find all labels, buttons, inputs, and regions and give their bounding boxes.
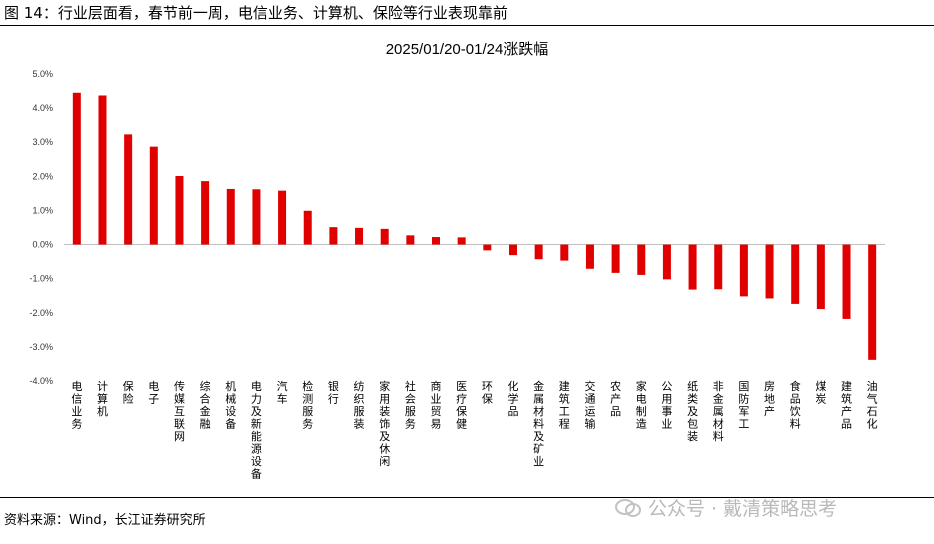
bar xyxy=(226,188,235,245)
x-category-label: 食品饮料 xyxy=(790,379,801,431)
bar xyxy=(637,244,646,275)
bar xyxy=(585,244,594,269)
x-category-label: 综合金融 xyxy=(200,379,211,431)
y-tick-label: 3.0% xyxy=(32,137,53,147)
bar xyxy=(380,228,389,245)
y-tick-label: 0.0% xyxy=(32,240,53,250)
y-tick-label: 1.0% xyxy=(32,205,53,215)
chart-title: 2025/01/20-01/24涨跌幅 xyxy=(386,41,549,58)
bar xyxy=(765,244,774,299)
bar xyxy=(816,244,825,310)
bar xyxy=(739,244,748,297)
y-tick-label: 4.0% xyxy=(32,103,53,113)
source-note: 资料来源：Wind，长江证券研究所 xyxy=(4,513,206,528)
x-category-label: 医疗保健 xyxy=(456,380,467,431)
x-category-label: 农产品 xyxy=(610,379,621,418)
x-category-label: 检测服务 xyxy=(302,379,313,431)
bar xyxy=(457,237,466,245)
x-category-label: 煤炭 xyxy=(815,380,826,406)
x-category-label: 纸类及包装 xyxy=(687,380,698,443)
bar xyxy=(329,227,338,245)
y-tick-label: -2.0% xyxy=(29,308,53,318)
bar xyxy=(611,244,620,273)
y-tick-label: 5.0% xyxy=(32,69,53,79)
x-category-label: 汽车 xyxy=(277,379,288,406)
x-category-label: 银行 xyxy=(328,379,339,406)
watermark: 公众号 · 戴清策略思考 xyxy=(614,494,837,521)
bar xyxy=(688,244,697,290)
wechat-icon xyxy=(615,499,641,517)
y-tick-label: -4.0% xyxy=(29,376,53,386)
bar xyxy=(278,190,287,245)
bar xyxy=(483,244,492,251)
x-category-label: 纺织服装 xyxy=(354,379,365,431)
bar xyxy=(355,227,364,245)
x-category-label: 国防军工 xyxy=(738,380,749,431)
bar xyxy=(842,244,851,319)
bar xyxy=(432,237,441,245)
y-tick-label: 2.0% xyxy=(32,171,53,181)
bar xyxy=(662,244,671,280)
bar xyxy=(124,134,133,245)
x-category-label: 环保 xyxy=(482,380,493,406)
bar xyxy=(201,181,210,245)
x-category-label: 油气石化 xyxy=(867,379,878,431)
x-category-label: 交通运输 xyxy=(584,379,595,431)
figure-title: 图 14：行业层面看，春节前一周，电信业务、计算机、保险等行业表现靠前 xyxy=(4,4,508,22)
x-category-label: 保险 xyxy=(123,379,134,406)
x-category-label: 社会服务 xyxy=(405,379,416,431)
x-category-label: 非金属材料 xyxy=(713,380,724,443)
bar xyxy=(508,244,517,256)
x-category-label: 家用装饰及休闲 xyxy=(379,379,390,468)
x-category-label: 电子 xyxy=(148,380,159,406)
x-category-label: 商业贸易 xyxy=(431,379,442,431)
x-category-label: 化学品 xyxy=(507,379,518,418)
bar xyxy=(252,189,261,245)
bars-group xyxy=(72,92,877,360)
bar xyxy=(406,235,415,245)
x-category-label: 金属材料及矿业 xyxy=(533,379,544,468)
bar xyxy=(560,244,569,261)
bar xyxy=(175,175,184,245)
bar xyxy=(303,210,312,245)
x-category-label: 家电制造 xyxy=(636,379,647,431)
bar xyxy=(72,92,81,245)
x-category-label: 建筑产品 xyxy=(841,379,852,431)
top-divider xyxy=(0,25,934,26)
x-category-label: 建筑工程 xyxy=(559,379,570,431)
bar xyxy=(714,244,723,290)
x-category-label: 房地产 xyxy=(764,380,775,418)
bar-chart: 2025/01/20-01/24涨跌幅 5.0% 4.0% 3.0% 2.0% 1.0%… xyxy=(29,41,885,481)
y-axis-ticks: 5.0% 4.0% 3.0% 2.0% 1.0% 0.0% -1.0% -2.0% -3.0% -… xyxy=(29,69,53,386)
x-category-label: 计算机 xyxy=(97,380,108,418)
x-category-label: 公用事业 xyxy=(661,380,672,431)
x-category-label: 传媒互联网 xyxy=(174,380,185,443)
watermark-text: 公众号 · 戴清策略思考 xyxy=(648,498,838,520)
bar xyxy=(149,146,158,245)
bar xyxy=(791,244,800,304)
bar xyxy=(868,244,877,360)
y-tick-label: -3.0% xyxy=(29,342,53,352)
y-tick-label: -1.0% xyxy=(29,274,53,284)
bottom-divider xyxy=(0,497,934,498)
x-category-label: 电信业务 xyxy=(71,380,82,431)
x-category-label: 电力及新能源设备 xyxy=(251,380,262,481)
bar xyxy=(534,244,543,260)
bar xyxy=(98,95,107,245)
x-category-label: 机械设备 xyxy=(225,379,236,431)
